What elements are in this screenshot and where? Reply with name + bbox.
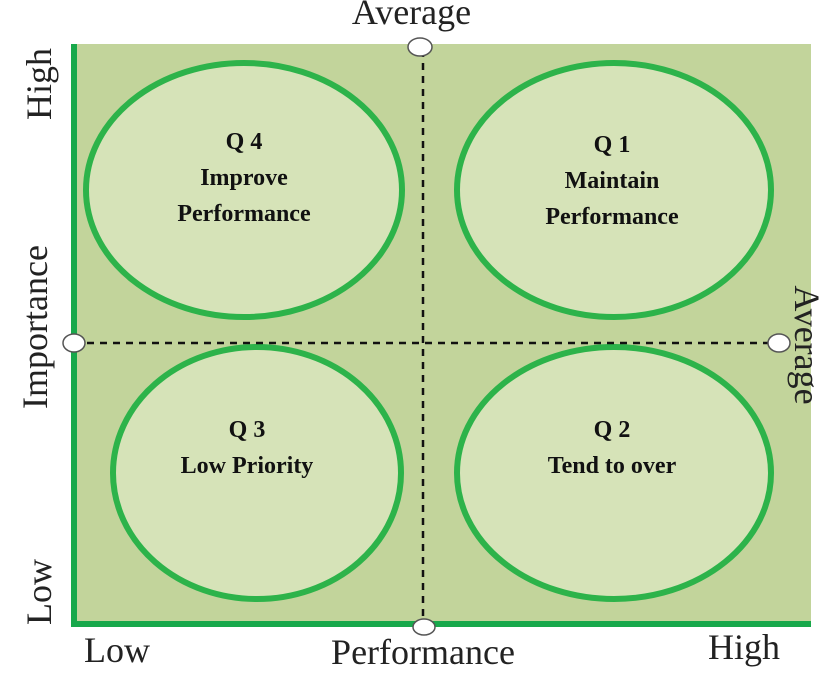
x-axis-title: Performance [331,632,515,672]
q4-line-1: Improve [200,165,288,191]
q1-line-1: Maintain [564,168,660,194]
top-average-marker [407,37,433,57]
q3-id: Q 3 [228,417,266,443]
bottom-average-marker [412,618,436,636]
q1-line-2: Performance [545,204,679,230]
left-average-marker [62,333,86,353]
y-axis-high-label: High [19,48,59,120]
right-average-label: Average [787,285,823,405]
q3-label: Q 3 Low Priority [117,412,377,484]
q2-id: Q 2 [593,417,631,443]
top-average-label: Average [351,0,472,32]
q1-id: Q 1 [593,132,631,158]
right-average-marker [767,333,791,353]
q4-id: Q 4 [225,129,263,155]
q2-line-1: Tend to over [547,453,677,479]
y-axis-title: Importance [15,245,55,409]
q4-label: Q 4 Improve Performance [114,124,374,232]
q3-ellipse [110,344,404,602]
q1-ellipse [454,60,774,320]
x-axis-low-label: Low [84,630,150,670]
q2-label: Q 2 Tend to over [482,412,742,484]
q4-line-2: Performance [177,201,311,227]
q2-ellipse [454,344,774,602]
q1-label: Q 1 Maintain Performance [482,127,742,235]
y-axis-low-label: Low [19,559,59,625]
q4-ellipse [83,60,405,320]
x-axis-high-label: High [708,627,780,667]
q3-line-1: Low Priority [180,453,314,479]
